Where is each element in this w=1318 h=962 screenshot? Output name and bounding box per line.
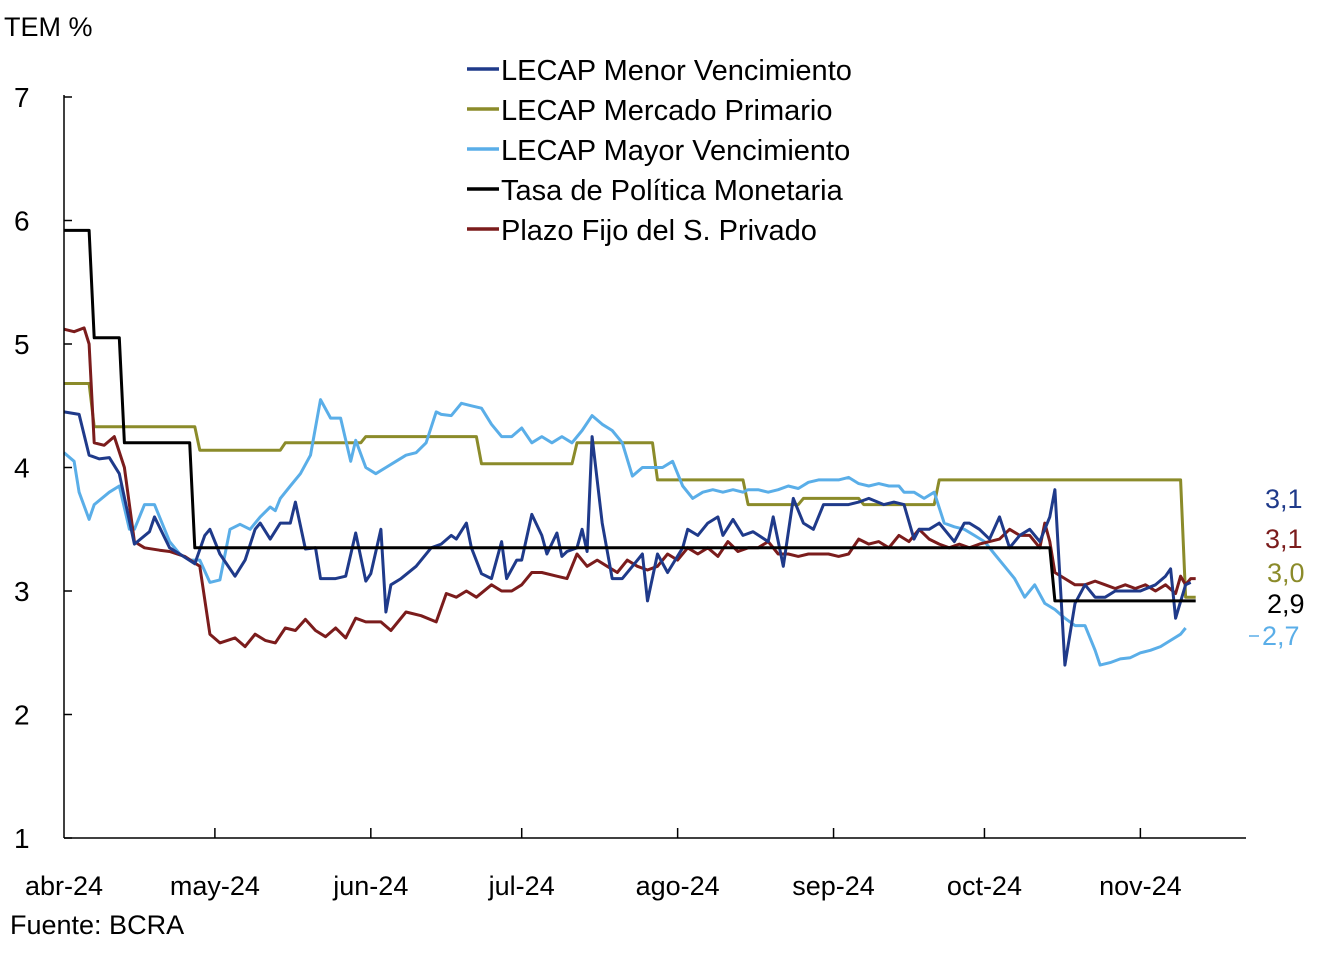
series-line-1 bbox=[64, 382, 1196, 599]
x-tick-label: abr-24 bbox=[25, 871, 103, 901]
y-tick-label: 6 bbox=[14, 206, 30, 237]
series-line-3 bbox=[64, 228, 1196, 603]
y-tick-label: 3 bbox=[14, 576, 30, 607]
legend-label: LECAP Mercado Primario bbox=[501, 95, 832, 127]
y-tick-label: 4 bbox=[14, 453, 30, 484]
end-value-label: 3,1 bbox=[1265, 524, 1303, 554]
legend-label: LECAP Menor Vencimiento bbox=[501, 55, 852, 87]
end-value-label: 2,7 bbox=[1262, 621, 1300, 651]
x-tick-label: ago-24 bbox=[636, 871, 720, 901]
legend-label: LECAP Mayor Vencimiento bbox=[501, 135, 850, 167]
axes: 1 2 3 4 5 6 7 abr-24 may-24 jun-24 jul-24 ago-24 sep… bbox=[14, 82, 1246, 901]
legend-label: Tasa de Política Monetaria bbox=[501, 175, 844, 207]
x-tick-label: jul-24 bbox=[488, 871, 555, 901]
y-tick-label: 1 bbox=[14, 823, 30, 854]
x-tick-label: may-24 bbox=[170, 871, 260, 901]
end-value-label: 3,1 bbox=[1265, 484, 1303, 514]
x-tick-label: oct-24 bbox=[947, 871, 1022, 901]
series-line-0 bbox=[63, 410, 1192, 667]
y-tick-label: 5 bbox=[14, 329, 30, 360]
series-lines bbox=[63, 228, 1196, 667]
series-line-4 bbox=[63, 326, 1196, 649]
y-tick-label: 7 bbox=[14, 82, 30, 113]
end-value-label: 3,0 bbox=[1267, 558, 1305, 588]
legend-label: Plazo Fijo del S. Privado bbox=[501, 215, 817, 247]
x-tick-label: sep-24 bbox=[792, 871, 875, 901]
x-tick-label: nov-24 bbox=[1099, 871, 1182, 901]
series-line-2 bbox=[63, 398, 1187, 667]
end-value-label: 2,9 bbox=[1267, 589, 1305, 619]
x-tick-label: jun-24 bbox=[332, 871, 408, 901]
source-note: Fuente: BCRA bbox=[10, 910, 184, 940]
y-axis-title: TEM % bbox=[4, 12, 93, 42]
y-tick-label: 2 bbox=[14, 700, 30, 731]
end-value-labels: 3,1 3,1 3,02,92,7 bbox=[1249, 484, 1305, 651]
legend: LECAP Menor Vencimiento LECAP Mercado Pri… bbox=[467, 55, 852, 247]
